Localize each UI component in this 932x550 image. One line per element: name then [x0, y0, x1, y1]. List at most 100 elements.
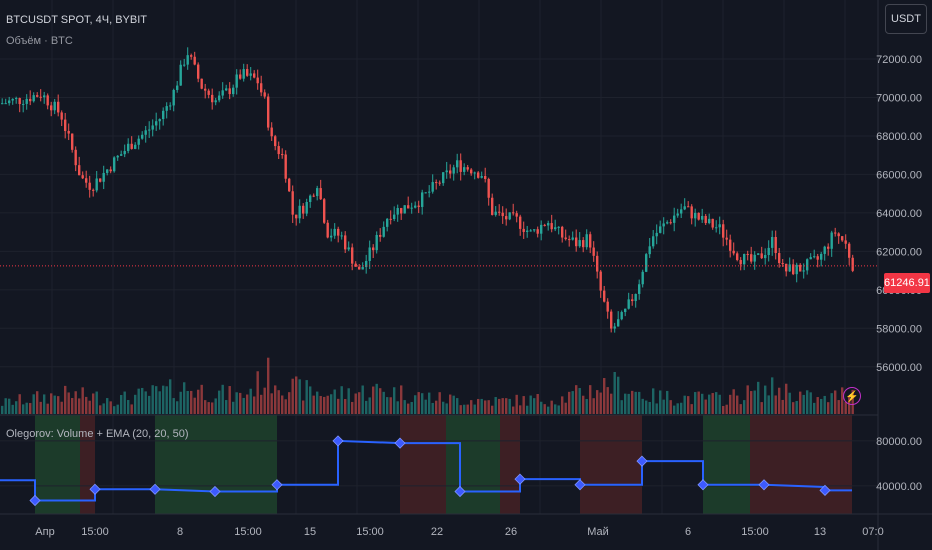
- volume-bar: [445, 403, 448, 414]
- volume-bar: [557, 405, 560, 414]
- candle-body: [253, 73, 256, 78]
- volume-bar: [480, 398, 483, 414]
- volume-bar: [795, 400, 798, 414]
- volume-bar: [575, 385, 578, 414]
- volume-bar: [739, 404, 742, 414]
- volume-bar: [578, 388, 581, 414]
- candle-body: [648, 246, 651, 255]
- volume-bar: [543, 404, 546, 414]
- volume-bar: [270, 393, 273, 414]
- volume-bar: [484, 400, 487, 414]
- candle-body: [386, 218, 389, 227]
- candle-body: [137, 138, 140, 145]
- candle-body: [827, 246, 830, 249]
- indicator-zone: [750, 415, 852, 514]
- volume-bar: [505, 398, 508, 414]
- candle-body: [274, 136, 277, 147]
- volume-bar: [344, 399, 347, 414]
- symbol-title[interactable]: BTCUSDT SPOT, 4Ч, BYBIT: [6, 14, 147, 26]
- candle-body: [319, 188, 322, 200]
- candle-body: [120, 154, 123, 156]
- volume-bar: [32, 394, 35, 414]
- x-tick-label: Апр: [35, 526, 54, 538]
- volume-bar: [382, 391, 385, 414]
- volume-bar: [337, 398, 340, 414]
- volume-bar: [771, 377, 774, 414]
- volume-bar: [669, 400, 672, 414]
- volume-bar: [396, 401, 399, 414]
- candle-body: [627, 299, 630, 309]
- x-tick-label: 15:00: [741, 526, 769, 538]
- candle-body: [529, 230, 532, 232]
- volume-bar: [263, 387, 266, 414]
- volume-bar: [298, 379, 301, 414]
- volume-bar: [799, 391, 802, 414]
- volume-bar: [809, 392, 812, 414]
- volume-bar: [312, 395, 315, 414]
- volume-bar: [547, 406, 550, 414]
- volume-bar: [368, 397, 371, 414]
- indicator-label[interactable]: Olegorov: Volume + EMA (20, 20, 50): [6, 428, 189, 440]
- candle-body: [435, 182, 438, 184]
- candle-body: [463, 167, 466, 172]
- volume-bar: [8, 398, 11, 414]
- volume-bar: [687, 396, 690, 414]
- volume-bar: [533, 398, 536, 414]
- candle-body: [407, 205, 410, 209]
- volume-bar: [676, 403, 679, 414]
- volume-bar: [78, 398, 81, 414]
- volume-label[interactable]: Объём · BTC: [6, 35, 73, 47]
- volume-bar: [242, 397, 245, 414]
- candle-body: [15, 98, 18, 100]
- volume-bar: [767, 395, 770, 414]
- volume-bar: [515, 394, 518, 414]
- volume-bar: [116, 404, 119, 414]
- y-tick-label: 64000.00: [876, 208, 922, 220]
- candle-body: [669, 222, 672, 224]
- volume-bar: [319, 395, 322, 414]
- candle-body: [365, 260, 368, 268]
- candle-body: [281, 154, 284, 156]
- volume-bar: [151, 385, 154, 414]
- candle-body: [806, 259, 809, 271]
- candle-body: [536, 229, 539, 234]
- currency-button[interactable]: USDT: [885, 4, 927, 34]
- candle-body: [113, 157, 116, 172]
- y-tick-label: 72000.00: [876, 54, 922, 66]
- volume-bar: [4, 398, 7, 414]
- volume-bar: [221, 384, 224, 414]
- candle-body: [753, 254, 756, 262]
- lightning-icon[interactable]: ⚡: [843, 387, 861, 405]
- candle-body: [438, 182, 441, 184]
- volume-bar: [788, 392, 791, 414]
- volume-bar: [463, 404, 466, 414]
- volume-bar: [50, 393, 53, 414]
- candle-body: [620, 312, 623, 320]
- volume-bar: [417, 392, 420, 414]
- candle-body: [725, 237, 728, 240]
- volume-bar: [701, 393, 704, 414]
- volume-bar: [613, 372, 616, 414]
- volume-bar: [291, 378, 294, 414]
- volume-bar: [302, 400, 305, 414]
- ema-marker: [89, 483, 101, 495]
- candle-body: [130, 143, 133, 149]
- candle-body: [785, 263, 788, 272]
- volume-bar: [732, 389, 735, 414]
- candle-body: [235, 74, 238, 88]
- volume-bar: [347, 388, 350, 414]
- candle-body: [428, 191, 431, 193]
- candle-body: [176, 85, 179, 90]
- candle-body: [242, 69, 245, 79]
- candle-body: [767, 247, 770, 256]
- candle-body: [708, 218, 711, 224]
- candle-body: [617, 319, 620, 327]
- candle-body: [813, 256, 816, 258]
- candle-body: [277, 146, 280, 155]
- volume-bar: [774, 395, 777, 414]
- candle-body: [652, 236, 655, 247]
- candle-body: [64, 119, 67, 131]
- candle-body: [85, 178, 88, 183]
- volume-bar: [501, 398, 504, 414]
